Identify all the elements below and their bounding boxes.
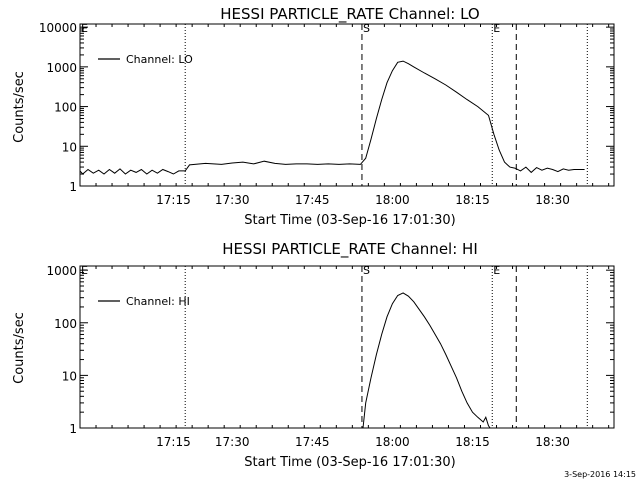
hi-legend-entry: Channel: HI (126, 295, 190, 308)
lo-chart-title: HESSI PARTICLE_RATE Channel: LO (220, 5, 479, 24)
hi-plot-frame (79, 265, 615, 429)
hi-x-tick-label: 18:30 (535, 435, 570, 449)
hi-y-tick-label: 10 (62, 369, 77, 383)
lo-x-tick-label: 18:00 (375, 193, 410, 207)
lo-time-marker-label: E (493, 22, 500, 35)
lo-legend-entry: Channel: LO (126, 53, 193, 66)
hi-y-axis-label: Counts/sec (12, 312, 27, 384)
hi-channel-panel: HESSI PARTICLE_RATE Channel: HI Start Ti… (12, 240, 615, 470)
hi-series-line (362, 292, 491, 429)
lo-x-tick-label: 18:30 (535, 193, 570, 207)
lo-x-tick-label: 17:30 (215, 193, 250, 207)
lo-y-tick-label: 1000 (46, 61, 77, 75)
lo-y-tick-label: 10 (62, 140, 77, 154)
hi-x-tick-label: 17:15 (156, 435, 191, 449)
hi-y-tick-label: 1000 (46, 264, 77, 278)
hi-time-marker-label: S (363, 264, 370, 277)
hi-corner-label: E (81, 264, 88, 277)
lo-x-tick-label: 17:15 (156, 193, 191, 207)
lo-x-axis-label: Start Time (03-Sep-16 17:01:30) (244, 213, 455, 228)
hi-x-tick-label: 18:00 (375, 435, 410, 449)
lo-y-tick-label: 100 (54, 101, 77, 115)
lo-time-marker-label: S (363, 22, 370, 35)
lo-series-line (79, 60, 585, 175)
hi-chart-title: HESSI PARTICLE_RATE Channel: HI (222, 240, 478, 259)
hi-x-tick-label: 18:15 (455, 435, 490, 449)
lo-y-tick-label: 1 (69, 180, 77, 194)
hi-y-tick-label: 1 (69, 422, 77, 436)
hi-x-tick-label: 17:45 (295, 435, 330, 449)
lo-corner-label: E (81, 22, 88, 35)
lo-channel-panel: HESSI PARTICLE_RATE Channel: LO Start Ti… (12, 5, 615, 228)
lo-x-tick-label: 17:45 (295, 193, 330, 207)
hi-y-tick-label: 100 (54, 317, 77, 331)
lo-x-tick-label: 18:15 (455, 193, 490, 207)
lo-y-tick-label: 10000 (39, 21, 77, 35)
lo-y-axis-label: Counts/sec (12, 71, 27, 143)
lo-plot-frame (79, 23, 615, 187)
hi-x-axis-label: Start Time (03-Sep-16 17:01:30) (244, 455, 455, 470)
hi-x-tick-label: 17:30 (215, 435, 250, 449)
footer-timestamp: 3-Sep-2016 14:15 (564, 470, 636, 479)
hi-time-marker-label: E (493, 264, 500, 277)
